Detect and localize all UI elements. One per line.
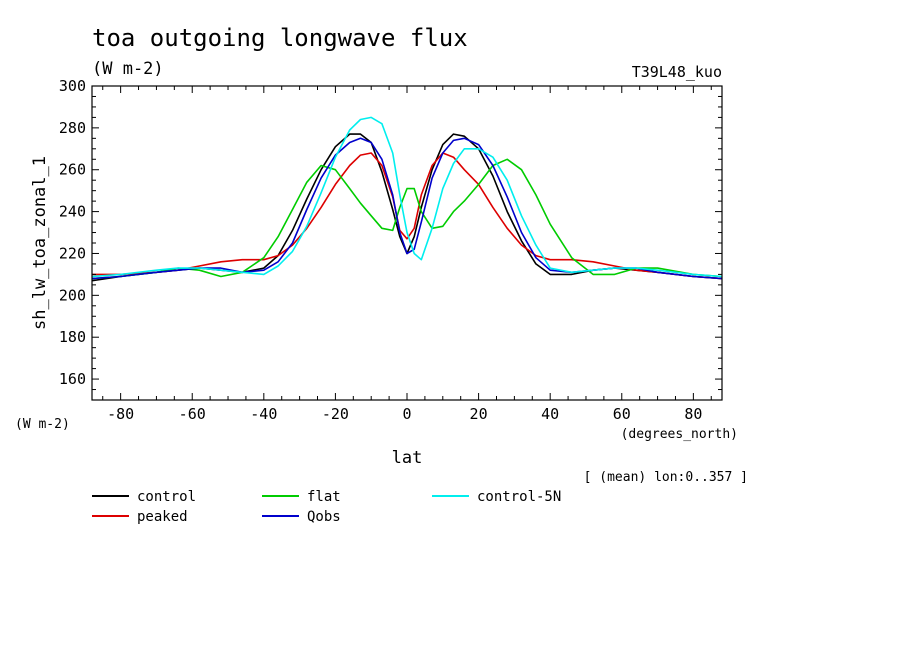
x-tick-label: -80 (107, 405, 134, 423)
series-line-control (92, 133, 722, 282)
legend-label-qobs: Qobs (307, 509, 341, 525)
x-axis-label: lat (392, 448, 423, 468)
x-tick-label: -60 (179, 405, 206, 423)
plot-frame (91, 85, 723, 401)
axis-ticks (92, 85, 722, 400)
legend-label-control: control (137, 489, 196, 505)
x-tick-label: 20 (470, 405, 488, 423)
chart-title: toa outgoing longwave flux (92, 24, 468, 52)
series-line-peaked (92, 152, 722, 280)
mean-note: [ (mean) lon:0..357 ] (584, 470, 748, 485)
legend-label-flat: flat (307, 489, 341, 505)
chart-units: (W m-2) (92, 59, 164, 79)
x-tick-label: 40 (541, 405, 559, 423)
x-tick-label: 80 (684, 405, 702, 423)
x-tick-label: -20 (322, 405, 349, 423)
y-tick-label: 160 (59, 370, 86, 388)
run-tag: T39L48_kuo (632, 63, 722, 81)
x-tick-label: 0 (402, 405, 411, 423)
y-axis-units: (W m-2) (15, 417, 70, 432)
y-tick-label: 220 (59, 244, 86, 262)
series-line-control-5n (92, 116, 722, 278)
axis-tick-labels: -80 -60 -40 -20 0 20 40 60 80 160 180 200 220 240 260 2… (59, 77, 702, 423)
series-line-qobs (92, 137, 722, 280)
y-tick-label: 300 (59, 77, 86, 95)
y-tick-label: 200 (59, 286, 86, 304)
legend-label-peaked: peaked (137, 509, 188, 525)
y-tick-label: 180 (59, 328, 86, 346)
x-tick-label: 60 (613, 405, 631, 423)
x-axis-units: (degrees_north) (621, 427, 738, 442)
plot-lines (92, 116, 722, 282)
x-tick-label: -40 (250, 405, 277, 423)
y-tick-label: 240 (59, 203, 86, 221)
y-tick-label: 280 (59, 119, 86, 137)
legend-label-control-5n: control-5N (477, 489, 561, 505)
y-tick-label: 260 (59, 161, 86, 179)
y-axis-label: sh_lw_toa_zonal_1 (30, 156, 50, 330)
legend: control peaked flat Qobs control-5N (92, 489, 561, 525)
series-line-flat (92, 158, 722, 280)
